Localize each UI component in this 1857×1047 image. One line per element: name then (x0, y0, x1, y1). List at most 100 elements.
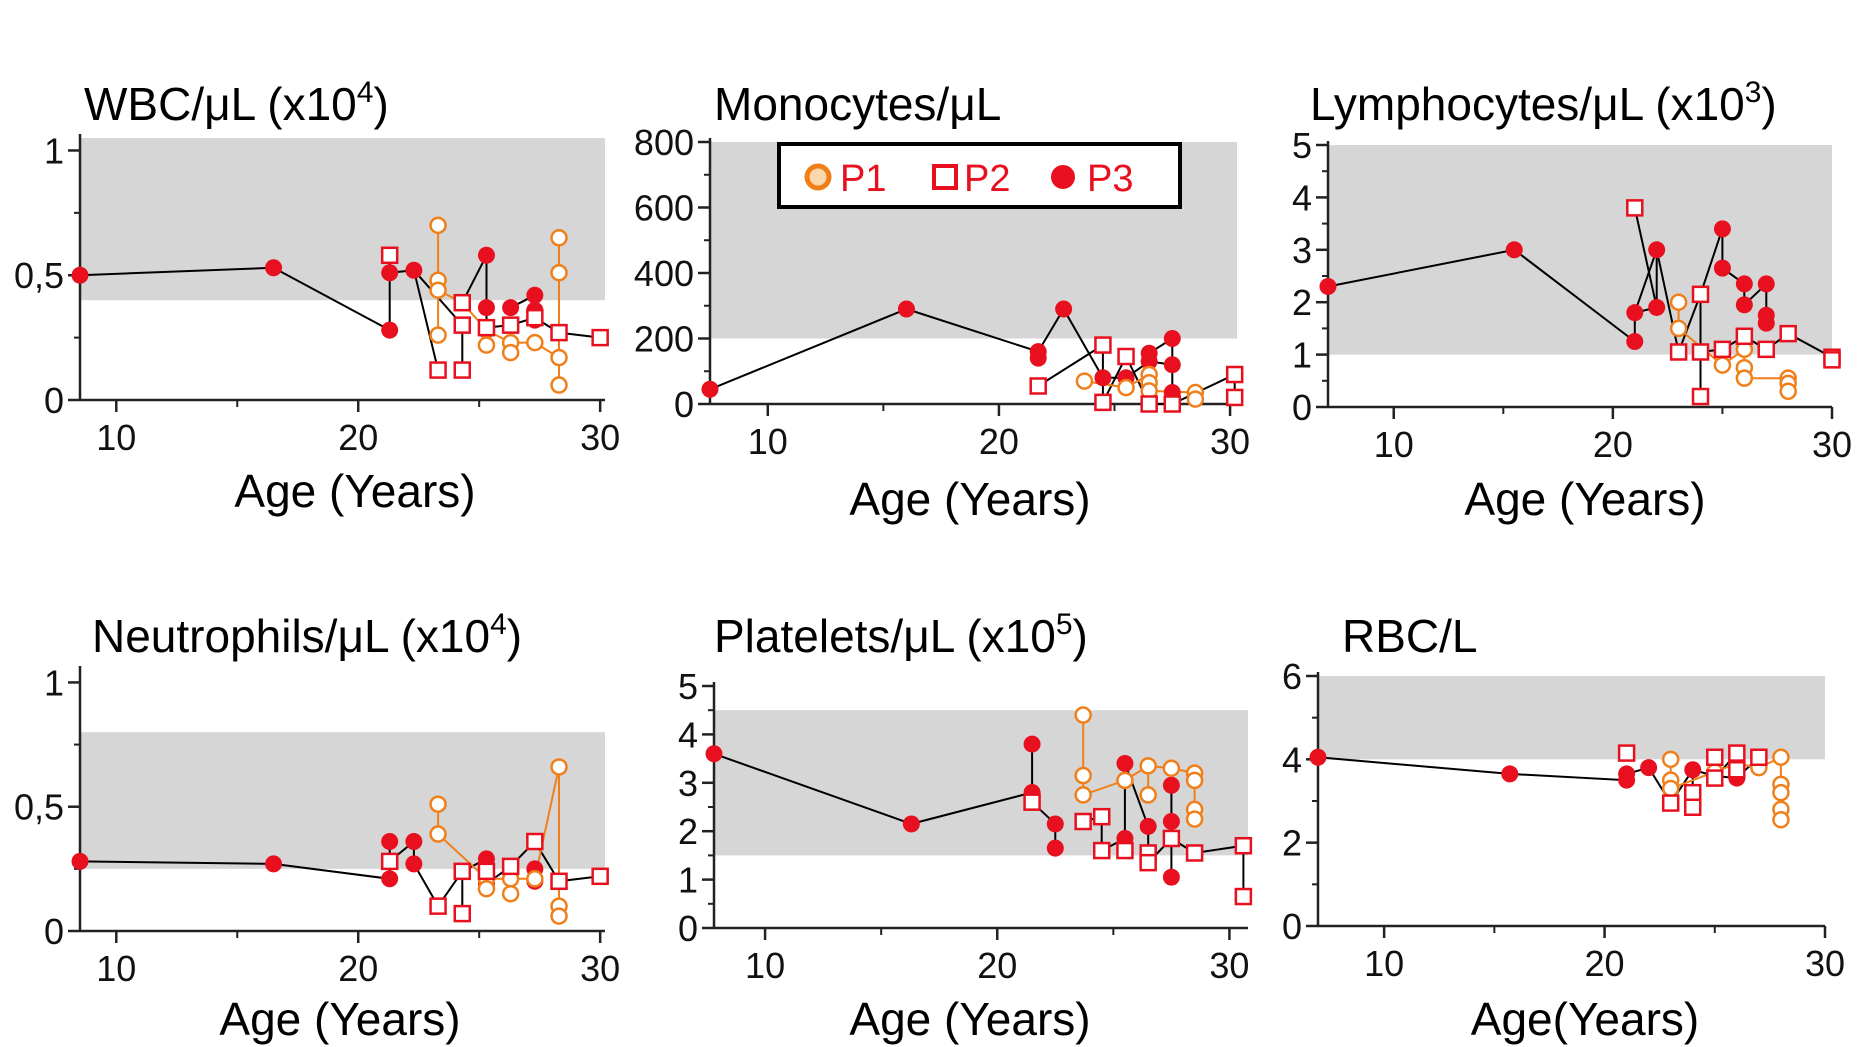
p2-point (477, 318, 496, 337)
p2-point (1162, 829, 1181, 848)
x-axis-label: Age(Years) (1471, 993, 1699, 1045)
p3-point (1648, 298, 1666, 316)
p2-point (591, 328, 609, 347)
p2-point (1626, 199, 1644, 217)
p2-point (1706, 748, 1724, 766)
red-open-square-icon (932, 164, 958, 190)
chart-title-main: Platelets/μL (x10 (714, 610, 1056, 662)
p1-point (1074, 786, 1092, 804)
p2-point (1683, 783, 1702, 802)
x-tick-label: 10 (96, 948, 136, 989)
y-tick-label: 2 (1282, 823, 1302, 864)
chart-title-end: ) (373, 78, 388, 130)
p3-point (1309, 748, 1327, 766)
p2-point (453, 862, 472, 881)
y-tick-label: 1 (44, 130, 64, 171)
normal-range-band (1318, 676, 1825, 760)
x-tick-label: 30 (580, 948, 620, 989)
legend-label-p3: P3 (1087, 158, 1133, 200)
p2-point (1163, 395, 1182, 413)
y-tick-label: 600 (634, 188, 694, 229)
p2-point (453, 316, 472, 334)
p2-point (1094, 336, 1112, 354)
connector-line (713, 744, 1034, 825)
p2-point (429, 361, 447, 379)
chart-title-end: ) (1761, 78, 1776, 130)
y-tick-label: 1 (44, 662, 64, 703)
legend-frame (777, 142, 1182, 209)
p2-point (1779, 324, 1797, 343)
chart-title-end: ) (507, 610, 522, 662)
p2-point (1139, 853, 1157, 872)
p2-point (1094, 393, 1112, 412)
p3-point (405, 833, 423, 851)
p2-point (429, 897, 447, 915)
x-tick-label: 30 (1805, 943, 1845, 984)
chart-title-main: Monocytes/μL (714, 78, 1001, 130)
connector-line (1633, 207, 1658, 308)
p2-point (1092, 807, 1111, 826)
y-tick-label: 0 (1282, 906, 1302, 947)
p1-point (477, 879, 496, 898)
x-tick-label: 20 (338, 417, 378, 458)
p2-point (453, 293, 472, 312)
p2-point (1185, 844, 1204, 862)
p3-point (1162, 813, 1180, 831)
x-tick-label: 30 (1209, 945, 1249, 986)
p2-point (1669, 343, 1688, 361)
p3-point (705, 745, 723, 763)
p2-point (1116, 841, 1134, 860)
chart-panel-4: 0 0,5 1 10 20 30 Neutrophils/μL (x104) Age (Yea… (14, 608, 620, 1045)
p1-point (1713, 356, 1732, 374)
p2-point (1691, 343, 1710, 361)
p3-point (1139, 817, 1157, 835)
x-tick-label: 10 (1374, 424, 1414, 465)
x-tick-label: 10 (1364, 943, 1404, 984)
p3-point (526, 286, 544, 304)
p3-point (381, 870, 399, 888)
p1-point (1772, 783, 1790, 802)
x-tick-label: 10 (745, 945, 785, 986)
p1-point (1185, 771, 1204, 790)
p3-point (1162, 776, 1180, 794)
chart-title-main: Lymphocytes/μL (x10 (1310, 78, 1745, 130)
chart-title: Monocytes/μL (714, 78, 1001, 130)
p1-point (1661, 779, 1680, 798)
y-tick-label: 400 (634, 253, 694, 294)
orange-circle-icon (804, 163, 832, 191)
p1-point (1117, 378, 1135, 397)
p3-point (1501, 765, 1519, 783)
p1-point (501, 343, 520, 362)
y-tick-label: 5 (1292, 125, 1312, 166)
connector-line (1170, 837, 1245, 897)
p3-point (1640, 759, 1658, 777)
p3-point (1055, 300, 1073, 318)
p2-point (477, 862, 496, 881)
p2-point (1234, 887, 1253, 906)
chart-title-superscript: 3 (1745, 76, 1762, 109)
x-axis-label: Age (Years) (849, 473, 1090, 525)
p3-point (405, 855, 423, 873)
y-tick-label: 6 (1282, 656, 1302, 697)
chart-title-main: Neutrophils/μL (x10 (92, 610, 490, 662)
y-tick-label: 0 (674, 384, 694, 425)
p3-point (1319, 277, 1337, 295)
p3-point (1735, 296, 1753, 314)
chart-panel-6: 0 2 4 6 10 20 30 RBC/L Age(Years) (1282, 610, 1845, 1045)
p1-point (550, 376, 568, 394)
p1-point (477, 336, 496, 354)
x-tick-label: 30 (580, 417, 620, 458)
y-tick-label: 3 (1292, 230, 1312, 271)
p3-point (71, 266, 89, 284)
y-tick-label: 0 (44, 911, 64, 952)
y-tick-label: 200 (634, 319, 694, 360)
y-tick-label: 2 (678, 811, 698, 852)
chart-title: Lymphocytes/μL (x103) (1310, 76, 1777, 130)
p3-point (902, 815, 920, 833)
p2-point (1661, 794, 1680, 812)
p3-point (1684, 761, 1702, 779)
chart-title: WBC/μL (x104) (84, 76, 389, 130)
p1-point (429, 326, 447, 344)
y-tick-label: 0 (44, 380, 64, 421)
